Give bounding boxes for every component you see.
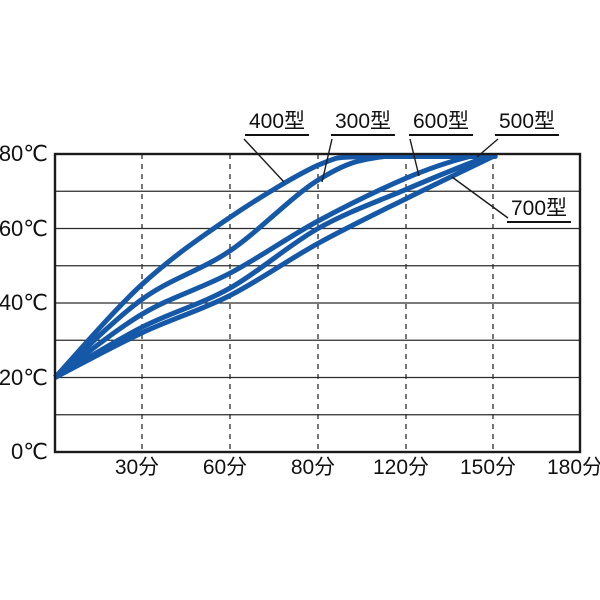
series-label-500: 500型	[494, 110, 560, 136]
leader-line-500	[476, 138, 499, 158]
x-axis-tick-label-30: 30分	[114, 456, 160, 479]
x-axis-tick-label-180: 180分	[546, 456, 600, 479]
series-label-700: 700型	[506, 197, 572, 223]
curve-500	[53, 154, 498, 380]
x-axis-tick-label-80: 80分	[290, 456, 336, 479]
y-axis-tick-label-0: 0℃	[11, 439, 48, 464]
leader-line-700	[451, 176, 509, 219]
curve-300	[53, 153, 493, 380]
leader-line-300	[321, 138, 333, 183]
y-axis-tick-label-40: 40℃	[0, 290, 48, 315]
series-label-600: 600型	[408, 110, 474, 136]
x-axis-tick-label-150: 150分	[459, 456, 517, 479]
series-label-300: 300型	[330, 110, 396, 136]
y-axis-tick-label-80: 80℃	[0, 141, 48, 166]
plot-frame	[53, 152, 582, 454]
y-axis-tick-label-20: 20℃	[0, 364, 48, 390]
curve-600	[53, 154, 493, 380]
x-axis-tick-label-60: 60分	[202, 456, 248, 479]
leader-line-400	[243, 138, 285, 183]
y-axis-tick-label-60: 60℃	[0, 215, 48, 241]
leader-line-600	[409, 138, 420, 177]
x-axis-tick-label-120: 120分	[372, 456, 430, 479]
series-label-400: 400型	[244, 110, 310, 136]
curve-700	[53, 154, 495, 380]
